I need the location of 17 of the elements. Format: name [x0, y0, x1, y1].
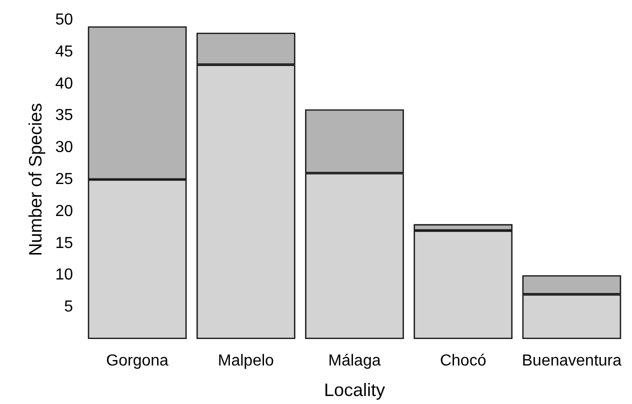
- x-tick-label: Buenaventura: [522, 352, 622, 370]
- y-tick-label: 15: [55, 234, 74, 252]
- y-tick-label: 20: [55, 202, 74, 220]
- y-axis-title: Number of Species: [25, 102, 46, 256]
- y-tick-label: 50: [55, 12, 74, 28]
- x-tick-label: Chocó: [440, 352, 486, 370]
- y-tick-label: 30: [55, 139, 74, 156]
- x-tick-label: Málaga: [328, 352, 381, 370]
- x-axis-title: Locality: [324, 380, 386, 400]
- x-tick-label: Malpelo: [218, 352, 274, 370]
- x-tick-label: Gorgona: [106, 352, 169, 370]
- y-tick-label: 45: [55, 43, 74, 60]
- y-tick-label: 10: [55, 266, 74, 284]
- y-tick-label: 25: [55, 171, 74, 188]
- y-tick-label: 5: [64, 298, 74, 316]
- y-tick-label: 35: [55, 107, 74, 124]
- y-tick-label: 40: [55, 75, 74, 92]
